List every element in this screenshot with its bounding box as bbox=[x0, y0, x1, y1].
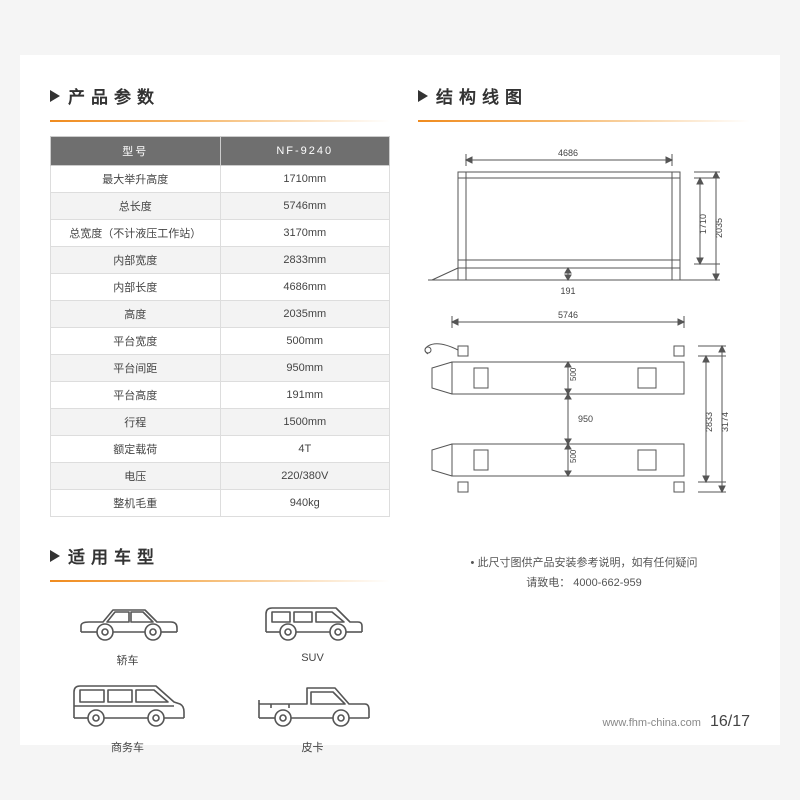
params-header: 产品参数 bbox=[50, 83, 390, 108]
vehicles-title: 适用车型 bbox=[68, 543, 160, 568]
spec-label: 平台高度 bbox=[51, 382, 221, 409]
phone-number: 4000-662-959 bbox=[573, 577, 642, 589]
vehicles-header: 适用车型 bbox=[50, 543, 390, 568]
spec-row: 额定载荷4T bbox=[51, 436, 390, 463]
dim-label: 2035 bbox=[714, 218, 724, 238]
spec-value: 4686mm bbox=[220, 274, 390, 301]
spec-row: 内部宽度2833mm bbox=[51, 247, 390, 274]
triangle-bullet-icon bbox=[50, 550, 60, 562]
pickup-icon bbox=[253, 678, 373, 733]
triangle-bullet-icon bbox=[418, 90, 428, 102]
dim-label: 500 bbox=[569, 367, 578, 381]
spec-table: 型号 NF-9240 最大举升高度1710mm总长度5746mm总宽度（不计液压… bbox=[50, 136, 390, 517]
suv-icon bbox=[258, 596, 368, 646]
page-number: 16/17 bbox=[710, 713, 750, 730]
dim-label: 4686 bbox=[558, 148, 578, 158]
installation-note: • 此尺寸图供产品安装参考说明，如有任何疑问 请致电： 4000-662-959 bbox=[418, 554, 750, 594]
spec-row: 平台间距950mm bbox=[51, 355, 390, 382]
spec-value: 1710mm bbox=[220, 166, 390, 193]
spec-row: 平台宽度500mm bbox=[51, 328, 390, 355]
vehicle-suv: SUV bbox=[235, 596, 390, 668]
spec-value: 940kg bbox=[220, 490, 390, 517]
spec-row: 最大举升高度1710mm bbox=[51, 166, 390, 193]
dim-label: 1710 bbox=[698, 214, 708, 234]
accent-rule bbox=[418, 120, 750, 122]
spec-label: 内部宽度 bbox=[51, 247, 221, 274]
vehicle-label: SUV bbox=[235, 652, 390, 664]
spec-value: 500mm bbox=[220, 328, 390, 355]
spec-label: 电压 bbox=[51, 463, 221, 490]
spec-label: 额定载荷 bbox=[51, 436, 221, 463]
note-line2: 请致电： 4000-662-959 bbox=[418, 574, 750, 594]
spec-label: 总长度 bbox=[51, 193, 221, 220]
spec-value: 1500mm bbox=[220, 409, 390, 436]
spec-row: 总宽度（不计液压工作站）3170mm bbox=[51, 220, 390, 247]
vehicle-grid: 轿车 SUV bbox=[50, 596, 390, 755]
diagram-title: 结构线图 bbox=[436, 83, 528, 108]
van-icon bbox=[68, 678, 188, 733]
dim-label: 3174 bbox=[720, 412, 730, 432]
spec-label: 最大举升高度 bbox=[51, 166, 221, 193]
spec-header-model: 型号 bbox=[51, 137, 221, 166]
vehicle-label: 商务车 bbox=[50, 739, 205, 755]
spec-value: 950mm bbox=[220, 355, 390, 382]
left-column: 产品参数 型号 NF-9240 最大举升高度1710mm总长度5746mm总宽度… bbox=[50, 83, 390, 755]
spec-header-value: NF-9240 bbox=[220, 137, 390, 166]
spec-label: 平台间距 bbox=[51, 355, 221, 382]
spec-row: 高度2035mm bbox=[51, 301, 390, 328]
right-column: 结构线图 bbox=[418, 83, 750, 755]
spec-value: 2833mm bbox=[220, 247, 390, 274]
spec-row: 总长度5746mm bbox=[51, 193, 390, 220]
spec-row: 平台高度191mm bbox=[51, 382, 390, 409]
vehicle-sedan: 轿车 bbox=[50, 596, 205, 668]
spec-label: 总宽度（不计液压工作站） bbox=[51, 220, 221, 247]
spec-value: 5746mm bbox=[220, 193, 390, 220]
spec-value: 3170mm bbox=[220, 220, 390, 247]
spec-label: 行程 bbox=[51, 409, 221, 436]
top-view-diagram: 5746 500 950 500 2833 3174 bbox=[418, 306, 748, 536]
spec-value: 191mm bbox=[220, 382, 390, 409]
spec-value: 4T bbox=[220, 436, 390, 463]
dim-label: 5746 bbox=[558, 310, 578, 320]
accent-rule bbox=[50, 120, 390, 122]
vehicle-label: 轿车 bbox=[50, 652, 205, 668]
spec-row: 整机毛重940kg bbox=[51, 490, 390, 517]
side-view-diagram: 4686 1710 2035 191 bbox=[418, 136, 748, 306]
two-column-layout: 产品参数 型号 NF-9240 最大举升高度1710mm总长度5746mm总宽度… bbox=[50, 83, 750, 755]
spec-value: 220/380V bbox=[220, 463, 390, 490]
note-line1: • 此尺寸图供产品安装参考说明，如有任何疑问 bbox=[418, 554, 750, 574]
spec-row: 内部长度4686mm bbox=[51, 274, 390, 301]
diagram-area: 4686 1710 2035 191 bbox=[418, 136, 750, 536]
dim-label: 191 bbox=[560, 286, 575, 296]
diagram-header: 结构线图 bbox=[418, 83, 750, 108]
footer-url: www.fhm-china.com bbox=[602, 717, 700, 729]
spec-value: 2035mm bbox=[220, 301, 390, 328]
spec-label: 平台宽度 bbox=[51, 328, 221, 355]
spec-row: 行程1500mm bbox=[51, 409, 390, 436]
vehicle-pickup: 皮卡 bbox=[235, 678, 390, 755]
accent-rule bbox=[50, 580, 390, 582]
spec-row: 电压220/380V bbox=[51, 463, 390, 490]
sedan-icon bbox=[73, 596, 183, 646]
dim-label: 950 bbox=[578, 414, 593, 424]
page-footer: www.fhm-china.com 16/17 bbox=[602, 713, 750, 731]
brochure-page: 产品参数 型号 NF-9240 最大举升高度1710mm总长度5746mm总宽度… bbox=[20, 55, 780, 745]
spec-label: 高度 bbox=[51, 301, 221, 328]
dim-label: 2833 bbox=[704, 412, 714, 432]
vehicle-label: 皮卡 bbox=[235, 739, 390, 755]
vehicle-van: 商务车 bbox=[50, 678, 205, 755]
dim-label: 500 bbox=[569, 449, 578, 463]
triangle-bullet-icon bbox=[50, 90, 60, 102]
spec-label: 内部长度 bbox=[51, 274, 221, 301]
spec-label: 整机毛重 bbox=[51, 490, 221, 517]
params-title: 产品参数 bbox=[68, 83, 160, 108]
